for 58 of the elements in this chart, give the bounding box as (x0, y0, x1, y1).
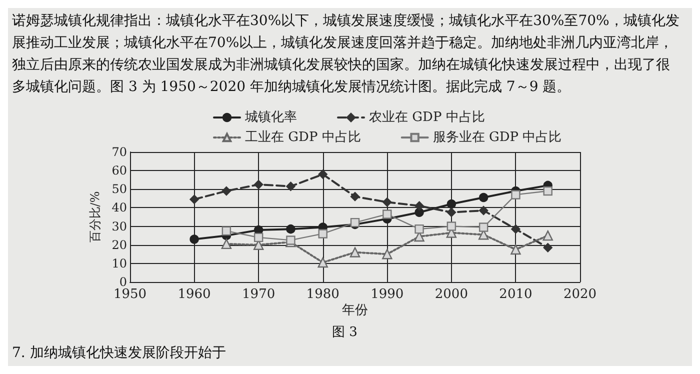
point (382, 198, 392, 207)
x-tick-label: 2000 (434, 287, 468, 302)
point (511, 224, 520, 234)
point (543, 186, 552, 196)
point (254, 232, 264, 242)
x-tick-label: 2020 (563, 287, 597, 302)
point (318, 229, 328, 238)
point (414, 201, 424, 210)
x-tick-label: 1980 (306, 287, 340, 302)
y-axis-title: 百分比/% (88, 191, 102, 243)
point (350, 247, 360, 258)
point (542, 230, 553, 241)
x-tick-label: 1970 (242, 287, 276, 302)
y-tick-label: 60 (112, 164, 127, 178)
y-tick-label: 30 (112, 219, 127, 234)
point (286, 182, 296, 191)
legend-label: 服务业在 GDP 中占比 (432, 130, 562, 145)
y-tick-label: 0 (119, 275, 127, 289)
point (221, 238, 232, 250)
point (446, 222, 456, 231)
point (414, 208, 424, 217)
point (318, 170, 328, 179)
text: 诺姆瑟城镇化规律指出：城镇化水平在30%以下，城镇发展速度缓慢；城镇化水平在30%至70%，城镇化发展推动工业发展；城镇化水平在70%以上，城镇化发展速度回落并趋于稳定。加纳地处非洲几内亚湾北岸，独立后由原来的传统农业国发展成为非洲城镇化发展较快的国家。加纳在城镇化快速发展过程中，出现了很多城镇化问题。图 3 为 1950～2020 年加纳城镇化发展情况统计图。据此完成 7～9 题。 (12, 13, 680, 95)
point (286, 236, 296, 245)
legend-label: 农业在 GDP 中占比 (369, 110, 485, 125)
legend-label: 工业在 GDP 中占比 (245, 130, 361, 145)
y-tick-label: 10 (112, 256, 127, 270)
point (222, 186, 232, 196)
point (350, 192, 360, 202)
x-axis-title: 年份 (342, 303, 368, 318)
point (446, 208, 456, 217)
point (222, 226, 232, 236)
point (382, 249, 392, 260)
point (510, 244, 521, 255)
x-tick-label: 1960 (178, 287, 211, 302)
caption: 图 3 (332, 325, 358, 340)
point (478, 206, 488, 216)
x-tick-label: 2010 (499, 287, 532, 302)
point (382, 210, 392, 219)
x-tick-label: 1950 (113, 287, 147, 302)
point (190, 234, 199, 244)
text: 7. 加纳城镇化快速发展阶段开始于 (12, 345, 226, 361)
point (478, 192, 488, 202)
point (286, 224, 296, 234)
point (446, 199, 456, 209)
point (254, 180, 264, 190)
point (318, 257, 328, 268)
point (414, 224, 424, 234)
y-tick-label: 40 (112, 200, 127, 215)
y-tick-label: 20 (112, 238, 127, 252)
y-tick-label: 50 (112, 182, 127, 196)
y-tick-label: 70 (112, 145, 127, 159)
point (190, 194, 199, 204)
x-tick-label: 1990 (370, 287, 404, 302)
legend-label: 城镇化率 (244, 109, 297, 125)
point (543, 243, 552, 252)
point (511, 190, 520, 200)
point (478, 222, 488, 232)
